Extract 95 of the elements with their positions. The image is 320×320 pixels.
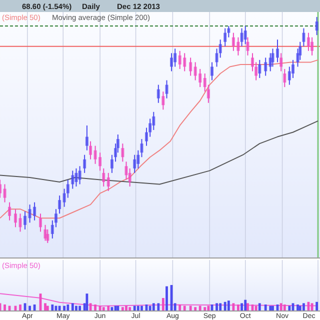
candlestick xyxy=(189,57,192,76)
bar xyxy=(298,306,302,311)
candlestick xyxy=(264,57,268,76)
candlestick xyxy=(174,48,177,68)
bar xyxy=(4,304,6,311)
candlestick xyxy=(3,184,6,203)
candlestick xyxy=(162,91,165,110)
candlestick xyxy=(85,124,88,151)
candlestick xyxy=(244,26,247,45)
candlestick xyxy=(24,210,27,230)
bar xyxy=(86,294,88,311)
bar xyxy=(207,306,210,311)
candlestick xyxy=(121,143,124,162)
bar xyxy=(269,306,272,311)
candlestick xyxy=(83,154,86,174)
bar xyxy=(283,304,286,311)
bar xyxy=(19,304,22,311)
candlestick xyxy=(106,172,110,192)
bar xyxy=(121,307,124,311)
bar xyxy=(272,306,274,311)
bar xyxy=(46,306,49,311)
candlestick xyxy=(89,140,92,160)
bar xyxy=(75,306,78,311)
candlestick xyxy=(224,28,227,47)
bar xyxy=(107,306,110,311)
candlestick xyxy=(240,28,244,47)
bar xyxy=(258,303,261,311)
bar xyxy=(280,303,282,311)
candlestick xyxy=(156,84,160,104)
bar xyxy=(240,303,243,311)
bar xyxy=(296,304,299,311)
bar xyxy=(28,306,31,311)
bar xyxy=(183,306,186,311)
candlestick xyxy=(38,213,42,232)
bar xyxy=(264,304,267,311)
candlestick xyxy=(71,170,74,190)
candlestick xyxy=(102,168,106,187)
bar xyxy=(219,303,222,311)
bar xyxy=(162,298,164,311)
bar xyxy=(66,304,70,311)
candlestick xyxy=(133,154,136,174)
candlestick xyxy=(46,228,50,244)
bar xyxy=(78,306,81,311)
bar xyxy=(244,300,247,311)
candlestick xyxy=(128,168,132,187)
bar xyxy=(204,307,206,311)
bar xyxy=(44,303,46,311)
bar xyxy=(71,303,74,311)
bar xyxy=(140,306,143,311)
bar xyxy=(227,300,230,311)
bar xyxy=(94,304,96,311)
candlestick xyxy=(310,36,314,56)
bar xyxy=(157,303,160,311)
bar xyxy=(302,303,305,311)
candlestick xyxy=(124,161,128,180)
candlestick xyxy=(8,202,12,221)
candlestick xyxy=(283,68,286,88)
candlestick xyxy=(280,52,283,72)
bar xyxy=(133,306,136,311)
bar xyxy=(63,306,66,311)
candlestick xyxy=(302,28,306,47)
candlestick xyxy=(276,39,280,63)
bar xyxy=(232,303,235,311)
bar xyxy=(136,306,140,311)
candlestick xyxy=(271,48,274,68)
bar xyxy=(152,303,155,311)
candlestick xyxy=(170,52,174,72)
candlestick xyxy=(315,16,318,36)
bar xyxy=(316,302,318,311)
bar xyxy=(51,304,54,311)
bar xyxy=(246,303,249,311)
candlestick xyxy=(306,32,310,52)
bar xyxy=(216,303,218,311)
bar xyxy=(288,306,291,311)
bar xyxy=(166,286,168,311)
bar xyxy=(254,306,258,311)
bar xyxy=(237,304,240,311)
bar xyxy=(148,306,152,311)
bar xyxy=(58,306,61,311)
candlestick xyxy=(258,59,262,79)
candlestick xyxy=(58,195,62,214)
candlestick xyxy=(78,166,82,185)
candlestick xyxy=(165,80,168,99)
bar xyxy=(178,304,182,311)
candlestick xyxy=(210,62,214,81)
bar xyxy=(102,307,105,311)
bar xyxy=(189,306,192,311)
bar xyxy=(125,306,128,311)
candlestick xyxy=(74,168,78,187)
bar xyxy=(198,306,202,311)
bar xyxy=(116,306,120,311)
candlestick xyxy=(246,36,250,56)
bar xyxy=(128,307,132,311)
bar xyxy=(224,302,226,311)
bar xyxy=(194,307,197,311)
